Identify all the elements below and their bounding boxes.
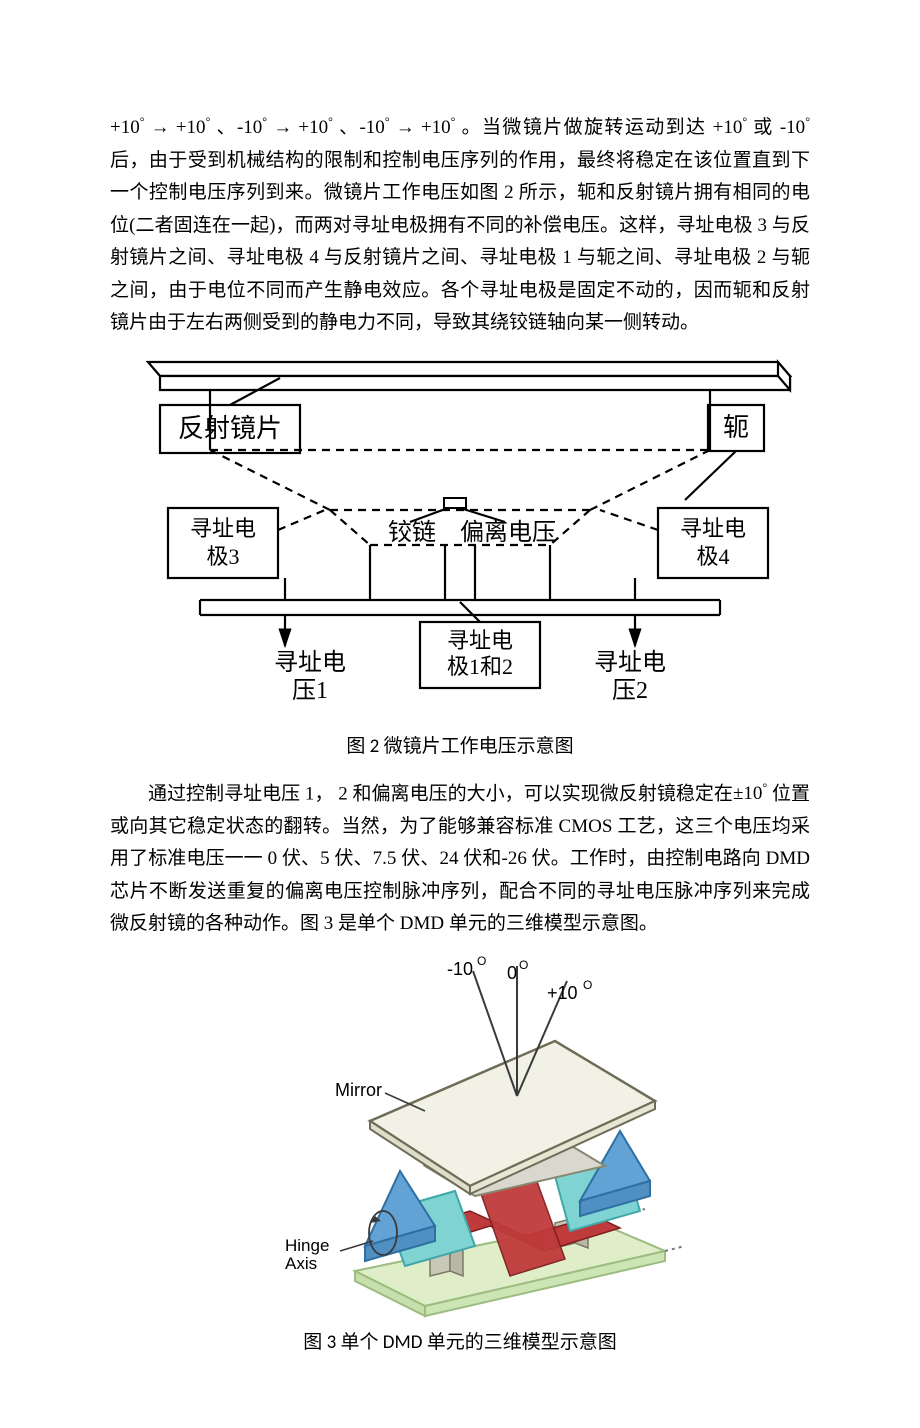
mirror-top [148,362,790,390]
svg-text:反射镜片: 反射镜片 [178,414,282,443]
bias-label: 偏离电压 [460,519,556,546]
hinge-axis-label-2: Axis [285,1254,317,1273]
figure-3: -10 O 0 O +10 O Mirror Hinge Axis [110,951,810,1321]
paragraph-1: +10° → +10° 、-10° → +10° 、-10° → +10° 。当… [110,106,810,340]
p2-angle-val: ±10 [733,783,762,804]
svg-text:寻址电: 寻址电 [447,628,513,653]
svg-text:压1: 压1 [292,678,328,704]
hinge-axis-label-1: Hinge [285,1236,329,1255]
figure-3-caption: 图 3 单个 DMD 单元的三维模型示意图 [110,1327,810,1354]
hinge-node [444,498,466,508]
p2-pre: 通过控制寻址电压 1， 2 和偏离电压的大小，可以实现微反射镜稳定在 [148,783,733,804]
label-zero: 0 [507,963,517,983]
svg-text:压2: 压2 [612,678,648,704]
mirror-label-box: 反射镜片 [160,405,300,453]
svg-text:极3: 极3 [206,544,239,569]
label-zero-deg: O [519,958,528,972]
figure-2: 反射镜片 轭 [110,350,810,725]
svg-text:寻址电: 寻址电 [594,649,666,676]
page: +10° → +10° 、-10° → +10° 、-10° → +10° 。当… [0,0,920,1428]
p1-rest: 由于受到机械结构的限制和控制电压序列的作用，最终将稳定在该位置直到下一个控制电压… [110,150,810,334]
svg-text:极4: 极4 [696,544,729,569]
addr4-leader [600,510,658,530]
svg-text:寻址电: 寻址电 [680,516,746,541]
hinge-label: 铰链 [388,519,436,546]
svg-text:寻址电: 寻址电 [274,649,346,676]
press1-label: 寻址电 压1 [274,649,346,704]
addr12-leader [460,602,480,622]
addr3-box: 寻址电 极3 [168,508,278,578]
svg-text:极1和2: 极1和2 [447,654,513,679]
addr4-box: 寻址电 极4 [658,508,768,578]
p2-angle: ±10° [733,783,767,804]
figure-3-svg: -10 O 0 O +10 O Mirror Hinge Axis [225,951,695,1321]
figure-2-svg: 反射镜片 轭 [110,350,810,725]
figure-2-caption: 图 2 微镜片工作电压示意图 [110,731,810,758]
yoke-label-box: 轭 [708,405,764,451]
label-minus10: -10 [447,959,473,979]
paragraph-2: 通过控制寻址电压 1， 2 和偏离电压的大小，可以实现微反射镜稳定在±10° 位… [110,772,810,941]
label-plus10: +10 [547,983,578,1003]
label-minus10-deg: O [477,954,486,968]
p2-rest: 位置或向其它稳定状态的翻转。当然，为了能够兼容标准 CMOS 工艺，这三个电压均… [110,783,810,934]
addr12-box: 寻址电 极1和2 [420,622,540,688]
svg-text:寻址电: 寻址电 [190,516,256,541]
mirror-label: Mirror [335,1080,382,1100]
label-plus10-deg: O [583,978,592,992]
addr3-leader [278,510,325,530]
svg-text:轭: 轭 [723,413,749,442]
press2-label: 寻址电 压2 [594,649,666,704]
